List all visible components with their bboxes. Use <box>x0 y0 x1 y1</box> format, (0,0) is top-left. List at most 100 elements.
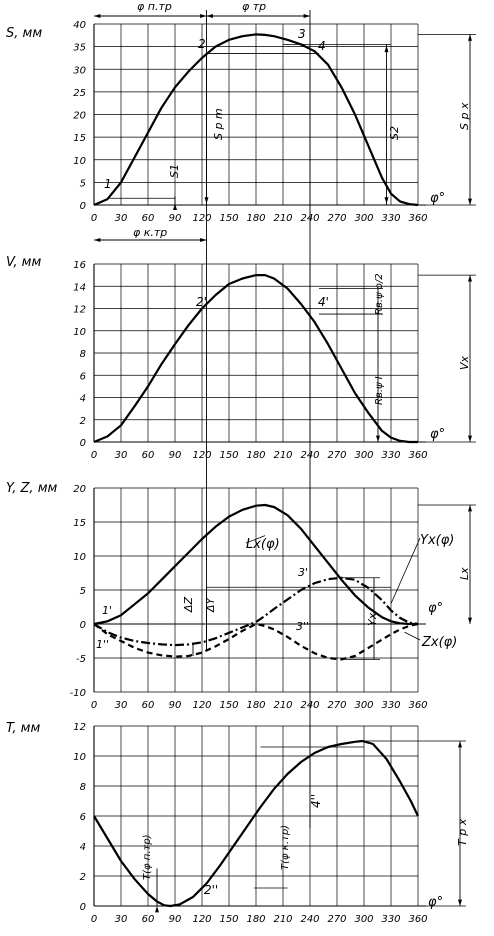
ytick-V-16: 16 <box>73 260 86 271</box>
label-YZ-point-1p: 1' <box>102 604 112 617</box>
ytick-V-0: 0 <box>80 438 86 449</box>
dim-sx-arrow-t <box>468 34 472 41</box>
label-dY: ΔY <box>204 596 217 613</box>
ylabel-S: S, мм <box>6 26 42 41</box>
curves-YZ <box>93 503 419 661</box>
label-T-ktr: T(φ к.тр) <box>280 825 291 870</box>
grid-V <box>93 263 426 443</box>
xtick-V-300: 300 <box>354 450 373 461</box>
ytick-T-2: 2 <box>80 872 86 883</box>
label-S-point-1: 1 <box>104 177 112 191</box>
xlabel-V: φ° <box>430 427 445 442</box>
legend-Zx: Zx(φ) <box>421 635 457 650</box>
grid-YZ <box>93 487 426 693</box>
dim-top-arrow-m2 <box>206 14 213 18</box>
label-S-point-3: 3 <box>298 27 306 41</box>
xtick-YZ-60: 60 <box>142 700 155 711</box>
series-S-0 <box>93 33 419 207</box>
ytick-V-6: 6 <box>80 371 86 382</box>
xtick-S-330: 330 <box>381 213 400 224</box>
label-T-point-2pp: 2'' <box>204 883 218 897</box>
xtick-S-60: 60 <box>142 213 155 224</box>
curves-V <box>93 274 418 444</box>
grid-S <box>93 23 426 206</box>
xtick-T-0: 0 <box>91 914 97 925</box>
xtick-T-210: 210 <box>273 914 292 925</box>
ytick-T-4: 4 <box>80 842 86 853</box>
dim-r-arrow-b <box>376 435 380 442</box>
curves-T <box>93 739 419 908</box>
xtick-YZ-300: 300 <box>354 700 373 711</box>
ytick-S-5: 5 <box>80 178 86 189</box>
dim-lx-arrow-b <box>468 617 472 624</box>
label-dZ: ΔZ <box>182 596 195 613</box>
xtick-S-180: 180 <box>246 213 265 224</box>
label-Tx: T p x <box>456 818 469 846</box>
xtick-V-0: 0 <box>91 450 97 461</box>
label-Sx: S p x <box>458 102 471 130</box>
ytick-V-12: 12 <box>73 305 86 316</box>
ytick-T-6: 6 <box>80 812 86 823</box>
dim-top-arrow-r <box>303 14 310 18</box>
xtick-T-150: 150 <box>219 914 238 925</box>
xtick-T-120: 120 <box>192 914 211 925</box>
dim-sx-arrow-b <box>468 198 472 205</box>
xtick-T-300: 300 <box>354 914 373 925</box>
grid-T <box>93 725 426 907</box>
dim-tx-arrow-t <box>458 741 462 748</box>
label-YZ-point-1pp: 1'' <box>96 638 109 651</box>
label-Sm: S p m <box>212 108 225 140</box>
xtick-YZ-210: 210 <box>273 700 292 711</box>
series-YZ-1 <box>93 576 419 647</box>
ytick-T-12: 12 <box>73 722 86 733</box>
xlabel-T: φ° <box>428 895 443 910</box>
ylabel-V: V, мм <box>6 255 41 270</box>
leader-lx <box>245 535 266 544</box>
dim-s2-arrow-b <box>384 197 389 204</box>
ytick-YZ-5: 5 <box>80 586 86 597</box>
dim-top-arrow-m1 <box>200 14 207 18</box>
xtick-V-270: 270 <box>327 450 346 461</box>
xtick-S-150: 150 <box>219 213 238 224</box>
ytick-S-40: 40 <box>73 20 86 31</box>
xtick-YZ-30: 30 <box>115 700 128 711</box>
xtick-V-360: 360 <box>408 450 427 461</box>
xtick-T-330: 330 <box>381 914 400 925</box>
label-S2: S2 <box>388 126 401 140</box>
xtick-T-240: 240 <box>300 914 319 925</box>
leader-yx <box>390 537 421 604</box>
ylabel-T: T, мм <box>6 721 40 736</box>
ytick-S-0: 0 <box>80 201 86 212</box>
leader-zx <box>404 631 421 641</box>
dim-top-arrow-l <box>94 14 101 18</box>
xtick-YZ-90: 90 <box>169 700 182 711</box>
xtick-YZ-120: 120 <box>192 700 211 711</box>
xtick-V-60: 60 <box>142 450 155 461</box>
xtick-V-90: 90 <box>169 450 182 461</box>
ytick-S-20: 20 <box>73 111 86 122</box>
xtick-V-150: 150 <box>219 450 238 461</box>
xtick-S-120: 120 <box>192 213 211 224</box>
xtick-T-360: 360 <box>408 914 427 925</box>
label-YZ-point-3p: 3' <box>298 566 308 579</box>
label-S-point-2: 2 <box>198 37 206 51</box>
ytick-YZ-0: 0 <box>80 620 86 631</box>
ytick-YZ-15: 15 <box>73 518 86 529</box>
xtick-S-360: 360 <box>408 213 427 224</box>
ytick-V-8: 8 <box>80 349 86 360</box>
xtick-YZ-270: 270 <box>327 700 346 711</box>
xtick-YZ-0: 0 <box>91 700 97 711</box>
ytick-T-8: 8 <box>80 782 86 793</box>
xtick-S-270: 270 <box>327 213 346 224</box>
ytick-S-10: 10 <box>73 156 86 167</box>
ytick-S-15: 15 <box>73 133 86 144</box>
curves-S <box>93 33 419 207</box>
series-YZ-0 <box>93 503 418 626</box>
label-Yx-dim: Yx <box>366 612 379 626</box>
label-V-point-2p: 2' <box>196 295 207 309</box>
